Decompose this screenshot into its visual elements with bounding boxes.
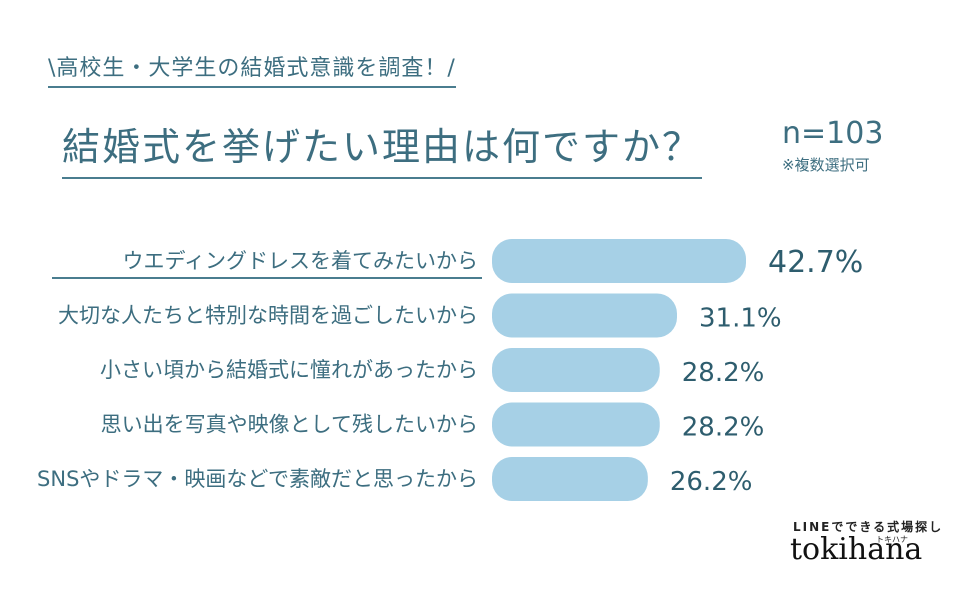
category-label: 大切な人たちと特別な時間を過ごしたいから bbox=[58, 304, 478, 328]
bar bbox=[492, 293, 677, 338]
category-label: SNSやドラマ・映画などで素敵だと思ったから bbox=[37, 467, 478, 491]
chart-title: 結婚式を挙げたい理由は何ですか？ bbox=[62, 116, 703, 179]
value-label: 28.2% bbox=[682, 358, 765, 388]
brand-tagline: LINEでできる式場探し bbox=[793, 520, 944, 534]
category-label: 小さい頃から結婚式に憧れがあったから bbox=[100, 358, 478, 382]
sample-size: n=103 bbox=[782, 116, 884, 151]
brand-kana: トキハナ bbox=[876, 535, 908, 544]
category-label: 思い出を写真や映像として残したいから bbox=[101, 413, 478, 437]
bar bbox=[492, 348, 660, 392]
survey-subtitle: \高校生・大学生の結婚式意識を調査！/ bbox=[48, 50, 456, 88]
category-label: ウエディングドレスを着てみたいから bbox=[122, 249, 478, 273]
value-label: 31.1% bbox=[699, 304, 782, 334]
bar bbox=[492, 402, 660, 447]
bar bbox=[492, 457, 648, 501]
multiple-choice-note: ※複数選択可 bbox=[782, 156, 870, 174]
value-label: 28.2% bbox=[682, 413, 765, 443]
value-label: 26.2% bbox=[670, 467, 753, 497]
tokihana-logo: tokihana bbox=[790, 532, 923, 567]
value-label: 42.7% bbox=[768, 245, 863, 280]
bar bbox=[492, 239, 746, 283]
